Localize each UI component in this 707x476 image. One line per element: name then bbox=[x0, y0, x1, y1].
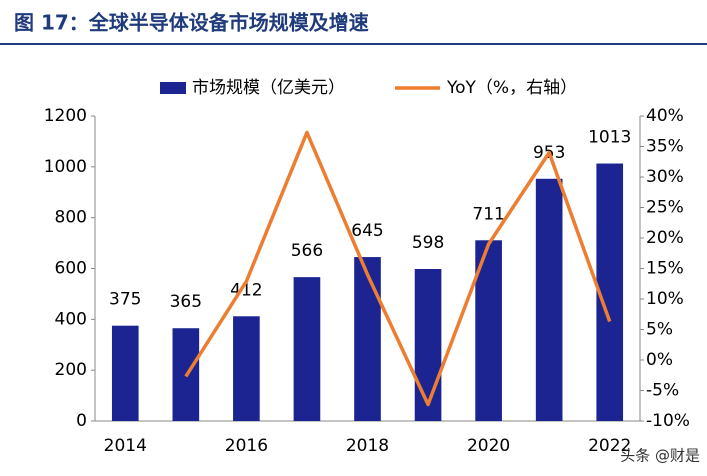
y2-tick-label: -5% bbox=[646, 381, 679, 401]
x-tick-label: 2016 bbox=[225, 436, 268, 456]
y2-tick-label: 0% bbox=[646, 350, 673, 370]
y-tick-label: 200 bbox=[55, 360, 87, 380]
legend-label: YoY（%，右轴） bbox=[446, 78, 577, 98]
y2-tick-label: 20% bbox=[646, 228, 684, 248]
x-tick-label: 2022 bbox=[588, 436, 631, 456]
y2-tick-label: 5% bbox=[646, 320, 673, 340]
line bbox=[184, 130, 612, 407]
x-tick-label: 2018 bbox=[346, 436, 389, 456]
bar bbox=[293, 277, 321, 421]
y-tick-label: 400 bbox=[55, 309, 87, 329]
x-tick-label: 2020 bbox=[467, 436, 510, 456]
bar bbox=[535, 178, 563, 421]
y2-tick-label: 30% bbox=[646, 167, 684, 187]
bar bbox=[233, 316, 260, 421]
y-tick-label: 600 bbox=[55, 259, 87, 279]
bar-value-label: 566 bbox=[291, 241, 323, 261]
y-tick-label: 800 bbox=[55, 208, 87, 228]
y-tick-label: 1200 bbox=[44, 106, 87, 126]
bar-value-label: 1013 bbox=[588, 128, 631, 148]
bar-value-label: 365 bbox=[170, 292, 202, 312]
watermark: 头条 @财是 bbox=[620, 447, 700, 465]
y2-tick-label: 15% bbox=[646, 259, 684, 279]
y2-tick-label: -10% bbox=[646, 411, 690, 431]
bar-value-label: 711 bbox=[472, 204, 504, 224]
y2-tick-label: 10% bbox=[646, 289, 684, 309]
y-tick-label: 1000 bbox=[44, 157, 87, 177]
legend-swatch bbox=[160, 82, 186, 94]
y2-tick-label: 25% bbox=[646, 198, 684, 218]
bar-value-label: 645 bbox=[351, 221, 383, 241]
bar-value-label: 598 bbox=[412, 233, 444, 253]
y2-tick-label: 35% bbox=[646, 137, 684, 157]
legend-label: 市场规模（亿美元） bbox=[192, 78, 345, 98]
y-tick-label: 0 bbox=[76, 411, 87, 431]
y2-tick-label: 40% bbox=[646, 106, 684, 126]
chart-title: 图 17：全球半导体设备市场规模及增速 bbox=[14, 11, 369, 35]
bar-value-label: 375 bbox=[109, 290, 141, 310]
bar bbox=[354, 257, 381, 421]
bar bbox=[414, 269, 442, 421]
x-tick-label: 2014 bbox=[104, 436, 147, 456]
bar bbox=[111, 325, 139, 421]
